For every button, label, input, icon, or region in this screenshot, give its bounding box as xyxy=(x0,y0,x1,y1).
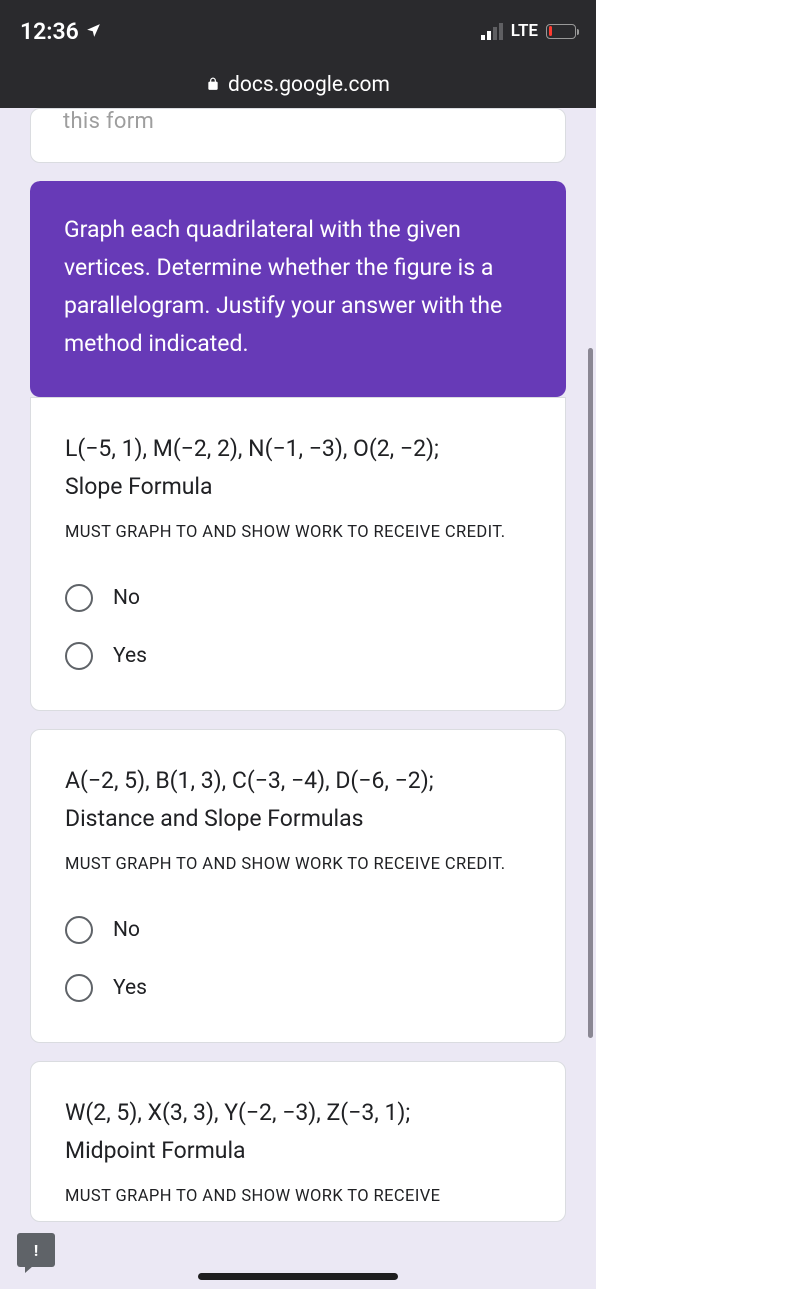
question-title: A(−2, 5), B(1, 3), C(−3, −4), D(−6, −2);… xyxy=(65,762,531,838)
signal-icon xyxy=(481,23,503,40)
scrollbar[interactable] xyxy=(588,348,593,1038)
location-icon xyxy=(85,18,102,45)
radio-option-no[interactable]: No xyxy=(65,584,531,612)
question-note: MUST GRAPH TO AND SHOW WORK TO RECEIVE C… xyxy=(65,852,531,878)
previous-card-fragment: this form xyxy=(30,108,566,163)
status-time-group: 12:36 xyxy=(20,18,102,45)
network-label: LTE xyxy=(511,21,538,41)
q3-line2: Midpoint Formula xyxy=(65,1137,246,1164)
home-indicator[interactable] xyxy=(198,1273,398,1280)
radio-option-yes[interactable]: Yes xyxy=(65,974,531,1002)
q1-line1: L(−5, 1), M(−2, 2), N(−1, −3), O(2, −2); xyxy=(65,435,439,462)
question-card-1: L(−5, 1), M(−2, 2), N(−1, −3), O(2, −2);… xyxy=(30,397,566,711)
question-title: W(2, 5), X(3, 3), Y(−2, −3), Z(−3, 1); M… xyxy=(65,1094,531,1170)
lock-icon xyxy=(206,73,220,97)
question-card-2: A(−2, 5), B(1, 3), C(−3, −4), D(−6, −2);… xyxy=(30,729,566,1043)
q1-line2: Slope Formula xyxy=(65,473,213,500)
q2-line2: Distance and Slope Formulas xyxy=(65,805,364,832)
feedback-button[interactable]: ! xyxy=(17,1233,55,1267)
status-indicators: LTE xyxy=(481,21,576,41)
alert-icon: ! xyxy=(34,1241,38,1260)
url-text: docs.google.com xyxy=(228,73,390,97)
section-card: Graph each quadrilateral with the given … xyxy=(30,181,566,397)
radio-label: No xyxy=(113,918,140,942)
question-note: MUST GRAPH TO AND SHOW WORK TO RECEIVE xyxy=(65,1184,531,1210)
radio-label: No xyxy=(113,586,140,610)
radio-option-yes[interactable]: Yes xyxy=(65,642,531,670)
question-note: MUST GRAPH TO AND SHOW WORK TO RECEIVE C… xyxy=(65,520,531,546)
status-bar: 12:36 LTE xyxy=(0,0,596,62)
radio-icon xyxy=(65,642,93,670)
question-title: L(−5, 1), M(−2, 2), N(−1, −3), O(2, −2);… xyxy=(65,430,531,506)
q3-line1: W(2, 5), X(3, 3), Y(−2, −3), Z(−3, 1); xyxy=(65,1099,410,1126)
radio-icon xyxy=(65,916,93,944)
radio-icon xyxy=(65,584,93,612)
section-header: Graph each quadrilateral with the given … xyxy=(30,181,566,397)
time-label: 12:36 xyxy=(20,18,79,45)
radio-label: Yes xyxy=(113,976,147,1000)
battery-icon xyxy=(546,24,576,39)
q2-line1: A(−2, 5), B(1, 3), C(−3, −4), D(−6, −2); xyxy=(65,767,434,794)
partial-text: this form xyxy=(63,109,154,134)
url-bar[interactable]: docs.google.com xyxy=(0,62,596,108)
question-card-3: W(2, 5), X(3, 3), Y(−2, −3), Z(−3, 1); M… xyxy=(30,1061,566,1221)
radio-label: Yes xyxy=(113,644,147,668)
section-header-text: Graph each quadrilateral with the given … xyxy=(64,216,502,357)
radio-icon xyxy=(65,974,93,1002)
radio-option-no[interactable]: No xyxy=(65,916,531,944)
